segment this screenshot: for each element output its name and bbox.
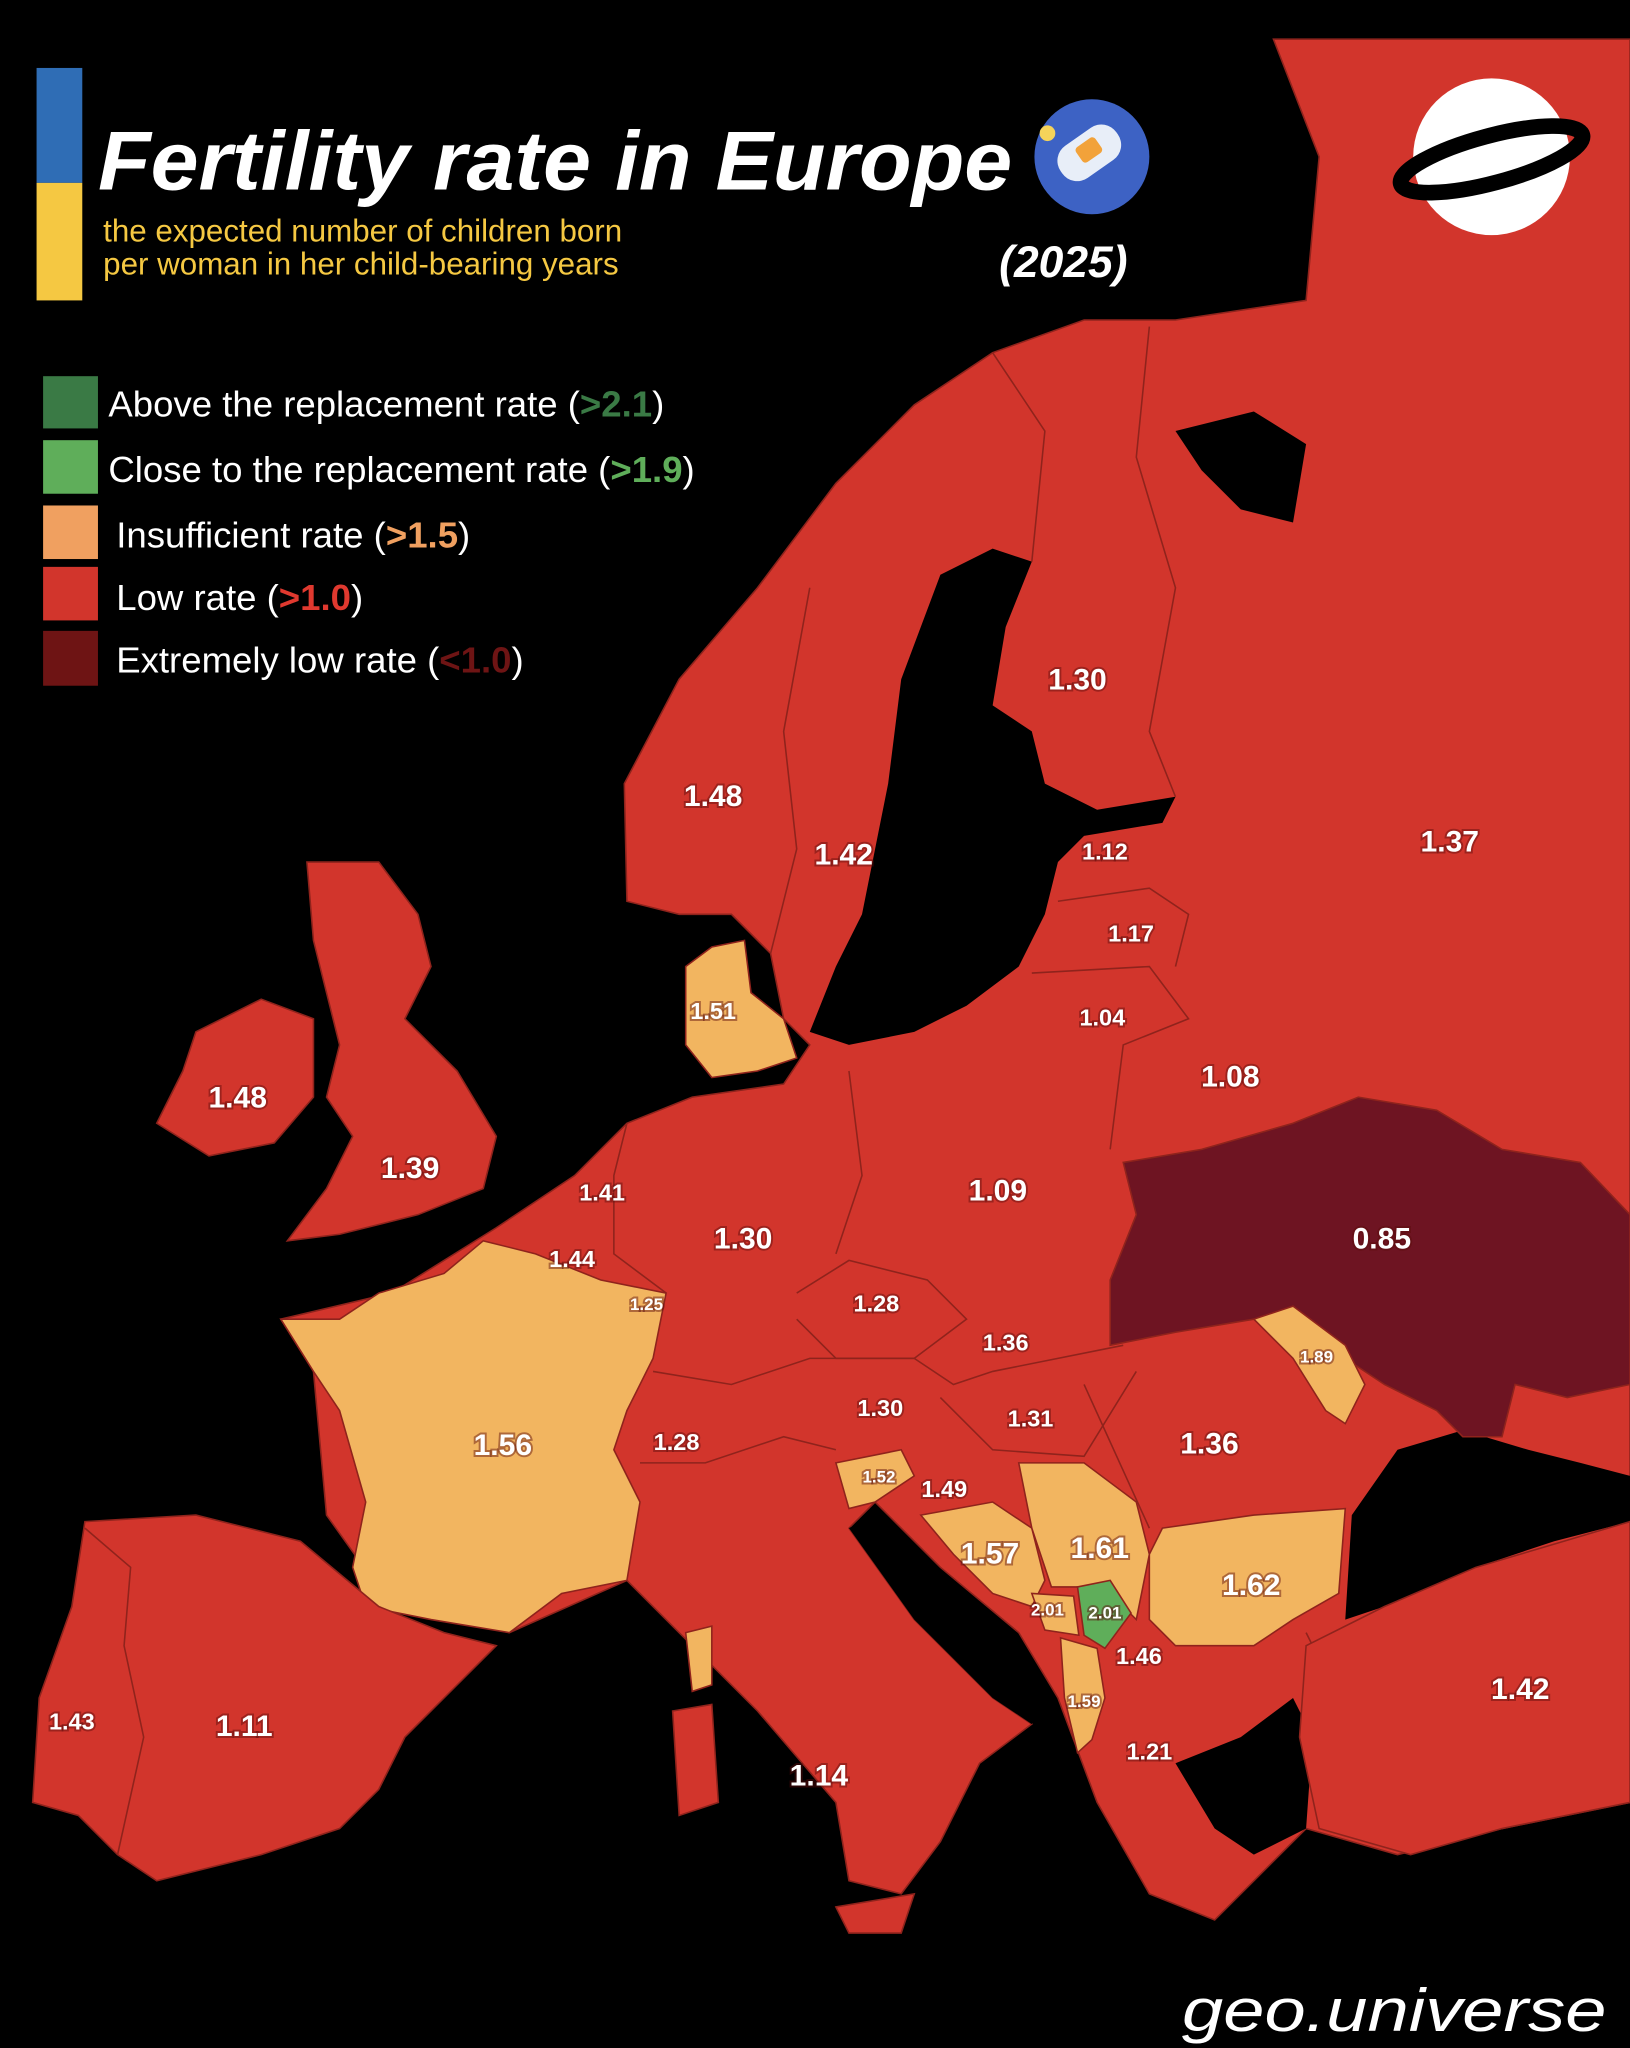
- value-label-netherlands: 1.41: [579, 1179, 625, 1205]
- value-label-montenegro: 2.01: [1031, 1601, 1064, 1620]
- region-slovenia: [834, 1448, 916, 1510]
- border-line: [1083, 1384, 1151, 1529]
- region-iberia: [31, 1514, 498, 1882]
- value-label-norway: 1.48: [684, 780, 742, 813]
- region-france: [279, 1239, 668, 1634]
- value-label-croatia: 1.49: [921, 1476, 967, 1502]
- value-label-slovakia: 1.36: [983, 1330, 1029, 1356]
- value-label-spain: 1.11: [216, 1710, 273, 1743]
- border-line: [613, 1123, 667, 1294]
- value-label-latvia: 1.17: [1108, 921, 1154, 947]
- black-sea: [1345, 1430, 1630, 1620]
- value-label-turkey: 1.42: [1491, 1673, 1549, 1706]
- baltic-sea: [809, 548, 1176, 1045]
- legend-swatch-close-to-replacement: [43, 440, 98, 494]
- region-serbia: [1017, 1462, 1151, 1622]
- border-line: [639, 1435, 837, 1464]
- legend-item-extremely-low: Extremely low rate (<1.0): [116, 640, 523, 681]
- value-label-united-kingdom: 1.39: [381, 1152, 439, 1185]
- value-label-portugal: 1.43: [49, 1708, 95, 1734]
- border-line: [939, 1371, 1137, 1458]
- border-line: [652, 1344, 1124, 1386]
- value-label-slovenia: 1.52: [862, 1467, 895, 1486]
- legend-item-low: Low rate (>1.0): [116, 577, 363, 618]
- border-line: [1031, 965, 1190, 1150]
- value-label-lithuania: 1.04: [1079, 1004, 1125, 1030]
- border-line: [1057, 887, 1190, 967]
- pregnancy-test-icon: [1034, 99, 1150, 215]
- value-label-russia: 1.37: [1421, 826, 1479, 859]
- region-bulgaria: [1148, 1507, 1347, 1647]
- value-label-switzerland: 1.28: [654, 1429, 700, 1455]
- legend-swatch-above-replacement: [43, 376, 98, 429]
- legend-swatch-low: [43, 566, 98, 621]
- value-label-moldova: 1.89: [1300, 1347, 1333, 1366]
- subtitle-line-2: per woman in her child-bearing years: [103, 246, 618, 281]
- legend-swatch-insufficient: [43, 505, 98, 560]
- region-kosovo: [1076, 1579, 1133, 1650]
- value-label-bosnia: 1.57: [961, 1537, 1019, 1570]
- region-denmark: [684, 939, 798, 1079]
- region-great-britain: [285, 861, 498, 1242]
- value-label-sweden: 1.42: [815, 839, 873, 872]
- value-label-germany: 1.30: [714, 1223, 772, 1256]
- value-label-belgium: 1.44: [549, 1246, 595, 1272]
- legend-item-above-replacement: Above the replacement rate (>2.1): [108, 384, 664, 425]
- region-moldova: [1252, 1305, 1366, 1425]
- region-corsica: [684, 1625, 713, 1693]
- value-label-italy: 1.14: [790, 1759, 849, 1792]
- value-label-finland: 1.30: [1048, 664, 1106, 697]
- border-line: [991, 352, 1046, 562]
- flag-yellow-bar: [36, 182, 83, 301]
- region-albania: [1059, 1636, 1106, 1755]
- value-label-romania: 1.36: [1180, 1428, 1238, 1461]
- value-label-poland: 1.09: [969, 1174, 1027, 1207]
- region-sicily: [834, 1892, 916, 1934]
- value-label-hungary: 1.31: [1008, 1405, 1054, 1431]
- value-label-ukraine: 0.85: [1353, 1223, 1411, 1256]
- value-label-north-macedonia: 1.46: [1116, 1643, 1162, 1669]
- value-label-albania: 1.59: [1068, 1692, 1101, 1711]
- value-label-luxembourg: 1.25: [630, 1295, 663, 1314]
- value-label-france: 1.56: [474, 1429, 532, 1462]
- flag-blue-bar: [36, 67, 83, 183]
- value-label-belarus: 1.08: [1201, 1061, 1259, 1094]
- value-label-serbia: 1.61: [1071, 1532, 1129, 1565]
- legend-item-insufficient: Insufficient rate (>1.5): [116, 514, 470, 555]
- border-line: [769, 587, 811, 954]
- legend-item-close-to-replacement: Close to the replacement rate (>1.9): [108, 449, 694, 490]
- value-label-estonia: 1.12: [1082, 838, 1128, 864]
- subtitle-line-1: the expected number of children born: [103, 214, 622, 249]
- year-label: (2025): [999, 238, 1127, 287]
- border-line: [84, 1527, 145, 1855]
- legend-swatch-extremely-low: [43, 630, 98, 686]
- region-sardinia: [671, 1703, 720, 1817]
- geouniverse-logo: GEOUNIVERSE: [1392, 78, 1591, 236]
- value-label-greece: 1.21: [1126, 1738, 1172, 1764]
- white-sea: [1175, 411, 1307, 523]
- map-value-labels: 1.30 1.48 1.42 1.12 1.17 1.04 1.37 1.08 …: [47, 662, 1551, 1795]
- watermark: geo.universe: [1182, 1977, 1606, 2044]
- legend: Above the replacement rate (>2.1) Close …: [43, 376, 695, 686]
- border-line: [835, 1070, 863, 1255]
- value-label-ireland: 1.48: [208, 1082, 266, 1115]
- region-turkey: [1298, 1520, 1630, 1856]
- value-label-bulgaria: 1.62: [1222, 1569, 1280, 1602]
- value-label-austria: 1.30: [857, 1395, 903, 1421]
- page-title: Fertility rate in Europe: [98, 113, 1012, 207]
- aegean-sea: [1175, 1697, 1313, 1855]
- region-ukraine: [1109, 1096, 1630, 1438]
- value-label-denmark: 1.51: [690, 998, 736, 1024]
- value-label-kosovo: 2.01: [1088, 1603, 1121, 1622]
- border-line: [1135, 326, 1177, 798]
- value-label-czechia: 1.28: [854, 1290, 900, 1316]
- region-ireland: [155, 998, 315, 1157]
- adriatic-sea: [848, 1515, 1045, 1725]
- region-montenegro: [1030, 1592, 1080, 1637]
